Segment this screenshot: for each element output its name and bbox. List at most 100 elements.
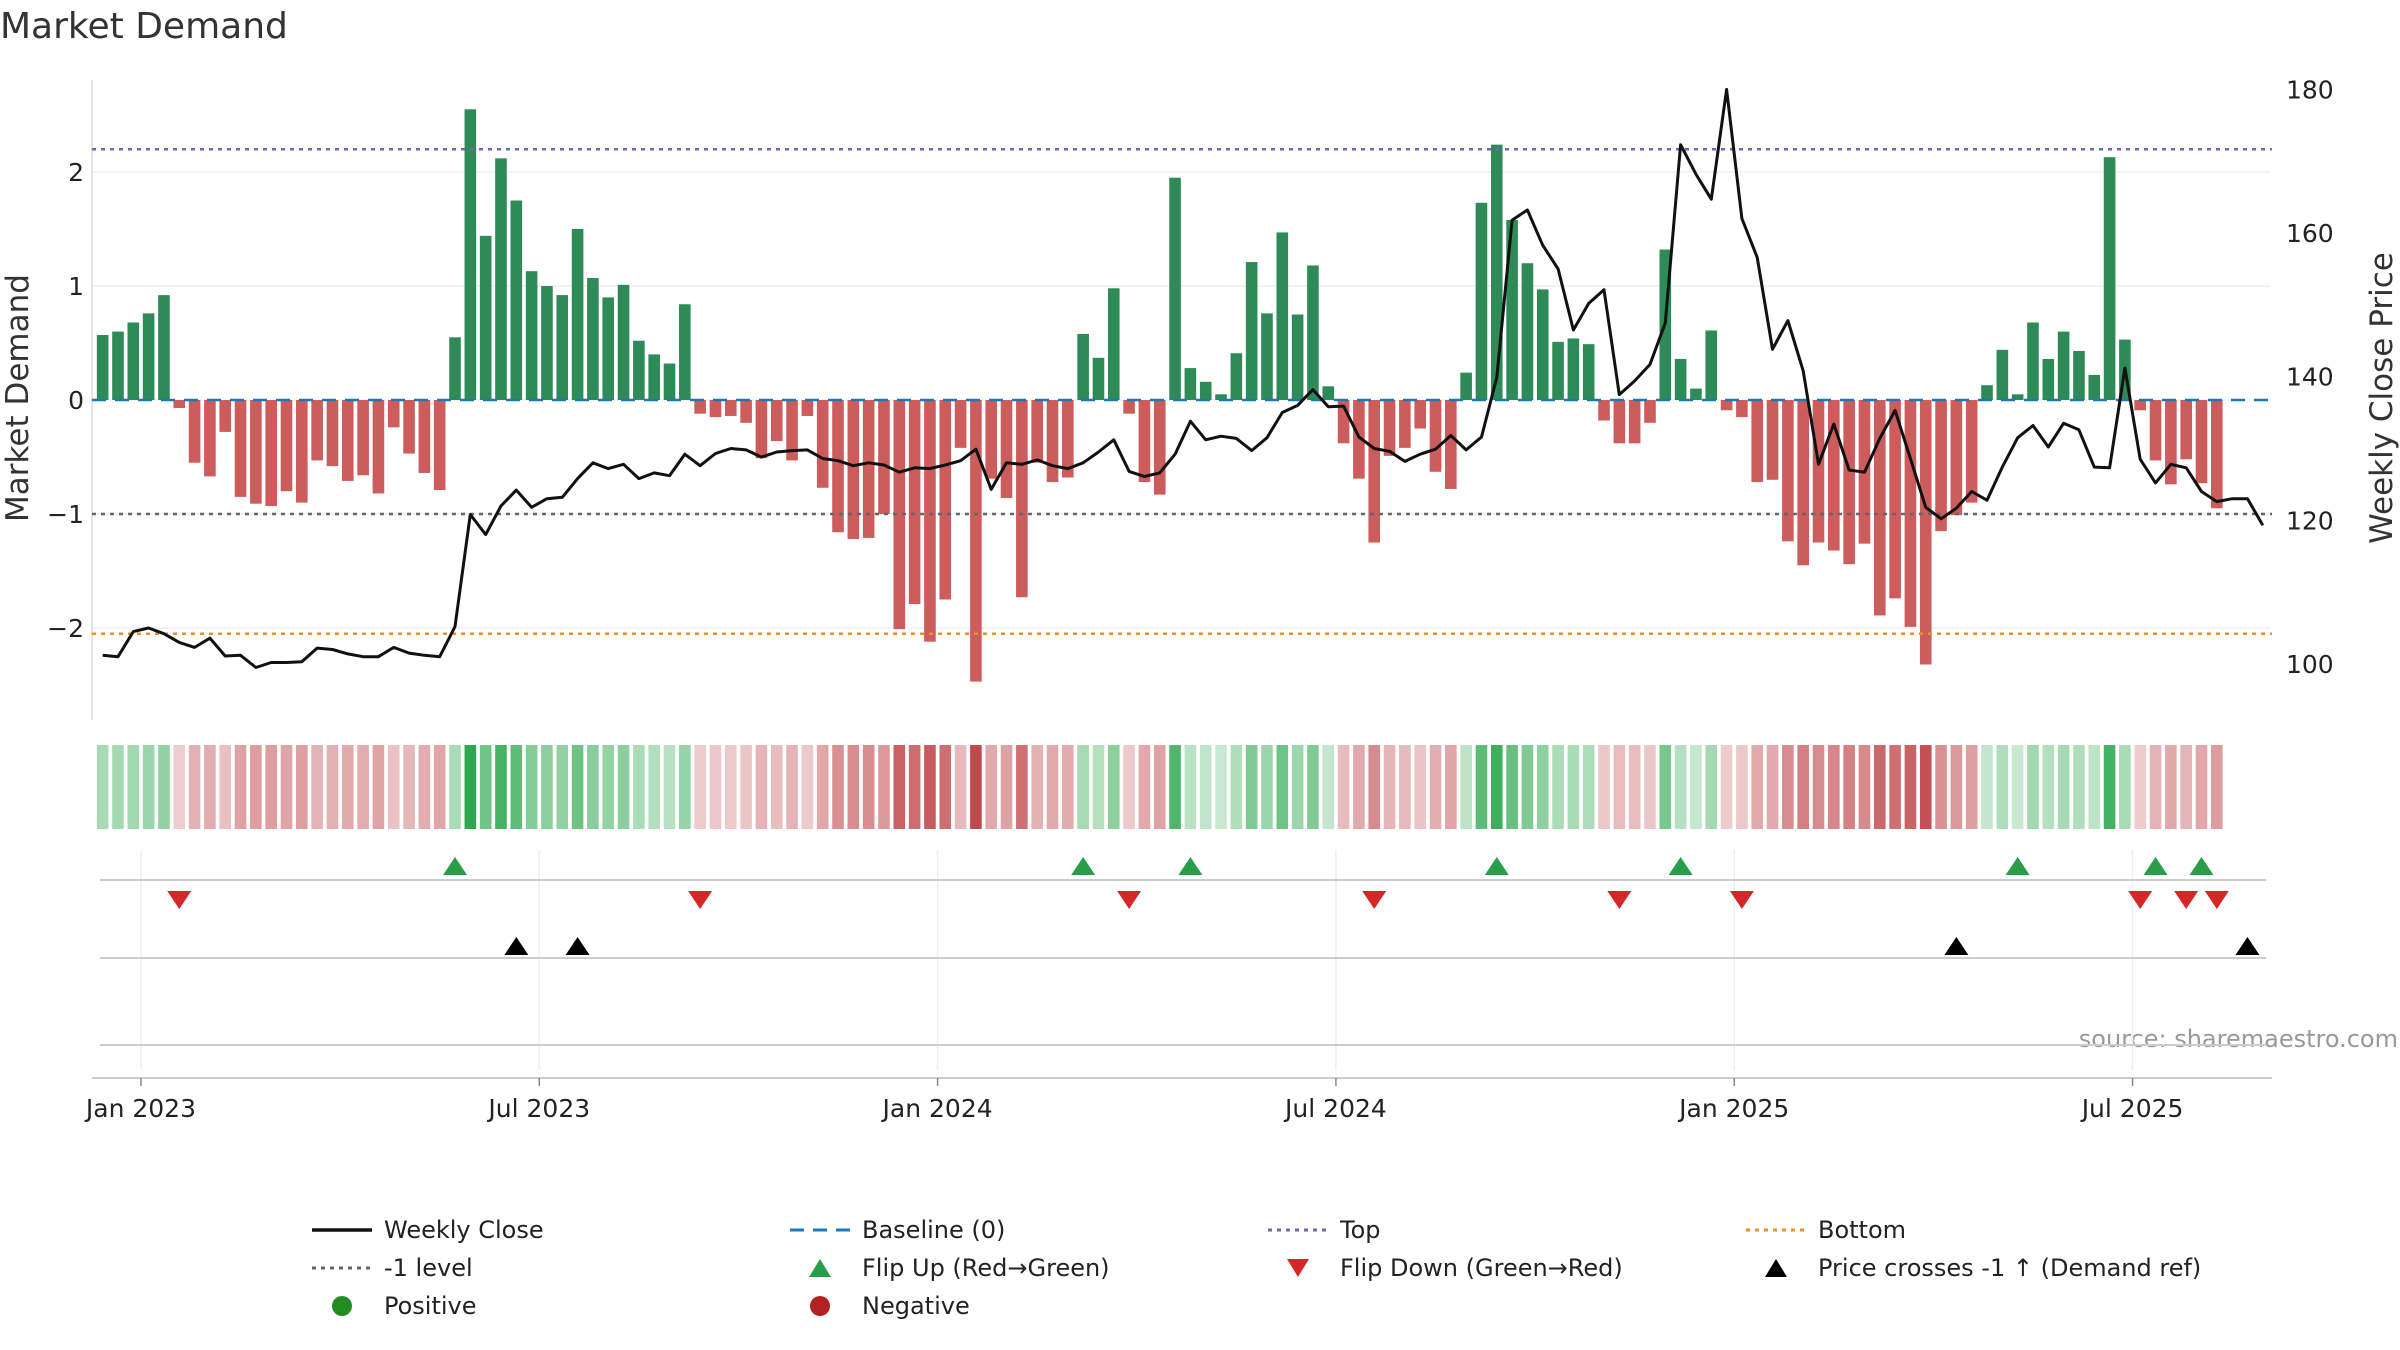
- flip-up-marker: [2005, 857, 2030, 875]
- heat-cell: [709, 745, 722, 829]
- heat-cell: [1536, 745, 1549, 829]
- legend-label: Flip Up (Red→Green): [862, 1254, 1110, 1282]
- heat-cell: [1889, 745, 1901, 829]
- positive-bar: [1567, 338, 1580, 400]
- positive-bar: [96, 335, 109, 400]
- level-lines: [92, 147, 2272, 635]
- negative-bar: [755, 400, 768, 459]
- legend-label: Bottom: [1818, 1216, 1906, 1244]
- heat-cell: [1368, 745, 1381, 829]
- negative-bar: [1935, 400, 1947, 532]
- heat-cell: [234, 745, 247, 829]
- heat-cell: [801, 745, 814, 829]
- negative-bar: [173, 400, 186, 408]
- demand-heat-strip: [96, 745, 2223, 829]
- heat-cell: [1751, 745, 1764, 829]
- negative-bar: [1628, 400, 1641, 444]
- signal-markers: [167, 857, 2260, 955]
- legend-label: Price crosses -1 ↑ (Demand ref): [1818, 1254, 2201, 1282]
- negative-bar: [219, 400, 232, 432]
- legend-swatch: [810, 1296, 830, 1316]
- heat-cell: [1644, 745, 1656, 829]
- positive-bar: [1230, 353, 1243, 400]
- positive-bar: [449, 337, 461, 400]
- flip-up-marker: [1178, 857, 1203, 875]
- heat-cell: [1628, 745, 1641, 829]
- heat-cell: [2211, 745, 2223, 829]
- flip-down-marker: [167, 891, 192, 909]
- left-tick-label: 2: [68, 158, 84, 187]
- legend-label: Top: [1339, 1216, 1381, 1244]
- positive-bar: [571, 229, 584, 400]
- positive-bar: [1552, 341, 1564, 400]
- flip-up-marker: [443, 857, 468, 875]
- heat-cell: [2149, 745, 2162, 829]
- right-tick-label: 180: [2286, 75, 2334, 104]
- positive-bar: [633, 340, 645, 400]
- positive-bar: [1092, 357, 1105, 400]
- heat-cell: [280, 745, 293, 829]
- positive-bar: [127, 322, 140, 400]
- heat-cell: [1337, 745, 1350, 829]
- positive-bar: [1276, 232, 1289, 400]
- heat-cell: [1107, 745, 1120, 829]
- positive-bar: [1077, 333, 1089, 400]
- flip-down-marker: [688, 891, 713, 909]
- positive-bar: [617, 284, 630, 400]
- negative-bar: [694, 400, 706, 414]
- positive-bar: [587, 278, 599, 400]
- negative-bar: [1138, 400, 1151, 483]
- heat-cell: [924, 745, 936, 829]
- right-tick-label: 160: [2286, 219, 2334, 248]
- heat-cell: [1215, 745, 1227, 829]
- heat-cell: [1782, 745, 1794, 829]
- negative-bar: [265, 400, 277, 507]
- negative-bar: [280, 400, 293, 492]
- heat-cell: [418, 745, 431, 829]
- heat-cell: [954, 745, 967, 829]
- positive-bar: [2073, 350, 2085, 400]
- gridlines: [91, 80, 2272, 1079]
- heat-cell: [832, 745, 844, 829]
- negative-bar: [1399, 400, 1411, 448]
- source-text: source: sharemaestro.com: [2079, 1025, 2398, 1053]
- negative-bar: [1613, 400, 1626, 444]
- legend-item: Positive: [332, 1292, 477, 1320]
- heat-cell: [357, 745, 369, 829]
- negative-bar: [1598, 400, 1610, 421]
- negative-bar: [204, 400, 216, 477]
- negative-bar: [1383, 400, 1396, 456]
- heat-cell: [296, 745, 308, 829]
- positive-bar: [525, 271, 538, 400]
- flip-up-marker: [1484, 857, 1509, 875]
- heat-cell: [893, 745, 906, 829]
- heat-cell: [326, 745, 339, 829]
- legend-label: Negative: [862, 1292, 970, 1320]
- flip-down-marker: [1362, 891, 1387, 909]
- heat-cell: [1138, 745, 1151, 829]
- negative-bar: [878, 400, 890, 514]
- heat-cell: [1199, 745, 1212, 829]
- heat-cell: [372, 745, 385, 829]
- heat-cell: [617, 745, 630, 829]
- negative-bar: [924, 400, 936, 642]
- heat-cell: [755, 745, 768, 829]
- negative-bar: [2195, 400, 2208, 484]
- heat-cell: [1705, 745, 1718, 829]
- negative-bar: [311, 400, 323, 461]
- heat-cell: [1828, 745, 1840, 829]
- price-cross-marker: [1944, 937, 1969, 955]
- heat-cell: [648, 745, 660, 829]
- positive-bar: [1490, 144, 1503, 400]
- positive-bar: [1536, 289, 1549, 400]
- negative-bar: [1000, 400, 1013, 499]
- heat-cell: [1169, 745, 1181, 829]
- heat-cell: [1276, 745, 1289, 829]
- heat-cell: [433, 745, 446, 829]
- heat-cell: [878, 745, 890, 829]
- positive-bar: [1322, 386, 1335, 400]
- heat-cell: [1843, 745, 1855, 829]
- heat-cell: [2057, 745, 2070, 829]
- negative-bar: [234, 400, 247, 497]
- heat-cell: [1322, 745, 1335, 829]
